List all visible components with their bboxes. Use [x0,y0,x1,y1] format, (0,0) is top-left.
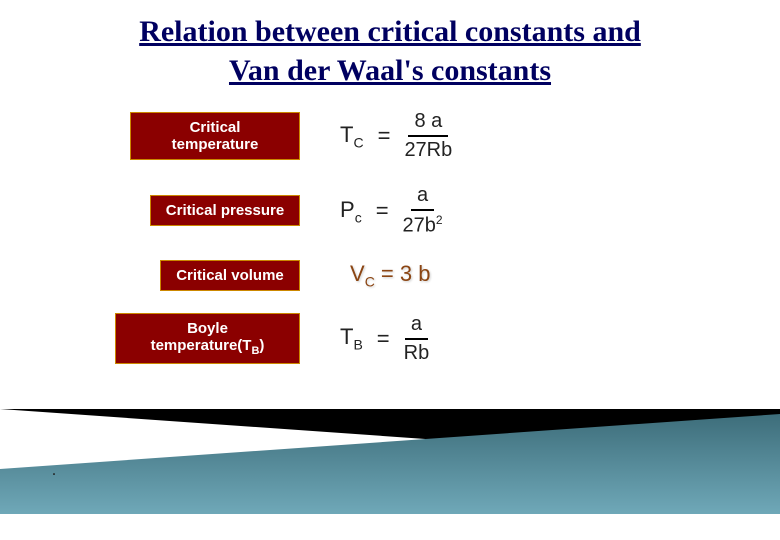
formula-tc-lhs: TC [340,122,364,150]
label-critical-temperature: Critical temperature [130,112,300,160]
slide-title: Relation between critical constants and … [0,0,780,90]
formula-tb: TB = a Rb [340,313,435,365]
formula-tb-fraction: a Rb [398,313,436,365]
label-critical-pressure: Critical pressure [150,195,300,226]
title-line-2: Van der Waal's constants [229,54,551,87]
decorative-wedge [0,384,780,514]
formula-vc: VC = 3 b [350,261,430,289]
equals-sign: = [376,198,389,224]
equals-sign: = [377,326,390,352]
content-area: Critical temperature TC = 8 a 27Rb Criti… [0,110,780,365]
title-line-1: Relation between critical constants and [139,15,641,48]
formula-tc: TC = 8 a 27Rb [340,110,458,162]
label-boyle-temperature: Boyle temperature(TB) [115,313,300,364]
row-critical-pressure: Critical pressure Pc = a 27b2 [130,184,780,238]
formula-pc-lhs: Pc [340,197,362,225]
formula-tb-lhs: TB [340,324,363,352]
formula-tc-fraction: 8 a 27Rb [398,110,458,162]
formula-pc: Pc = a 27b2 [340,184,449,238]
row-critical-volume: Critical volume VC = 3 b [130,260,780,291]
equals-sign: = [378,123,391,149]
stray-dot: . [52,462,56,480]
row-critical-temperature: Critical temperature TC = 8 a 27Rb [130,110,780,162]
label-critical-volume: Critical volume [160,260,300,291]
formula-pc-fraction: a 27b2 [397,184,449,238]
row-boyle-temperature: Boyle temperature(TB) TB = a Rb [130,313,780,365]
